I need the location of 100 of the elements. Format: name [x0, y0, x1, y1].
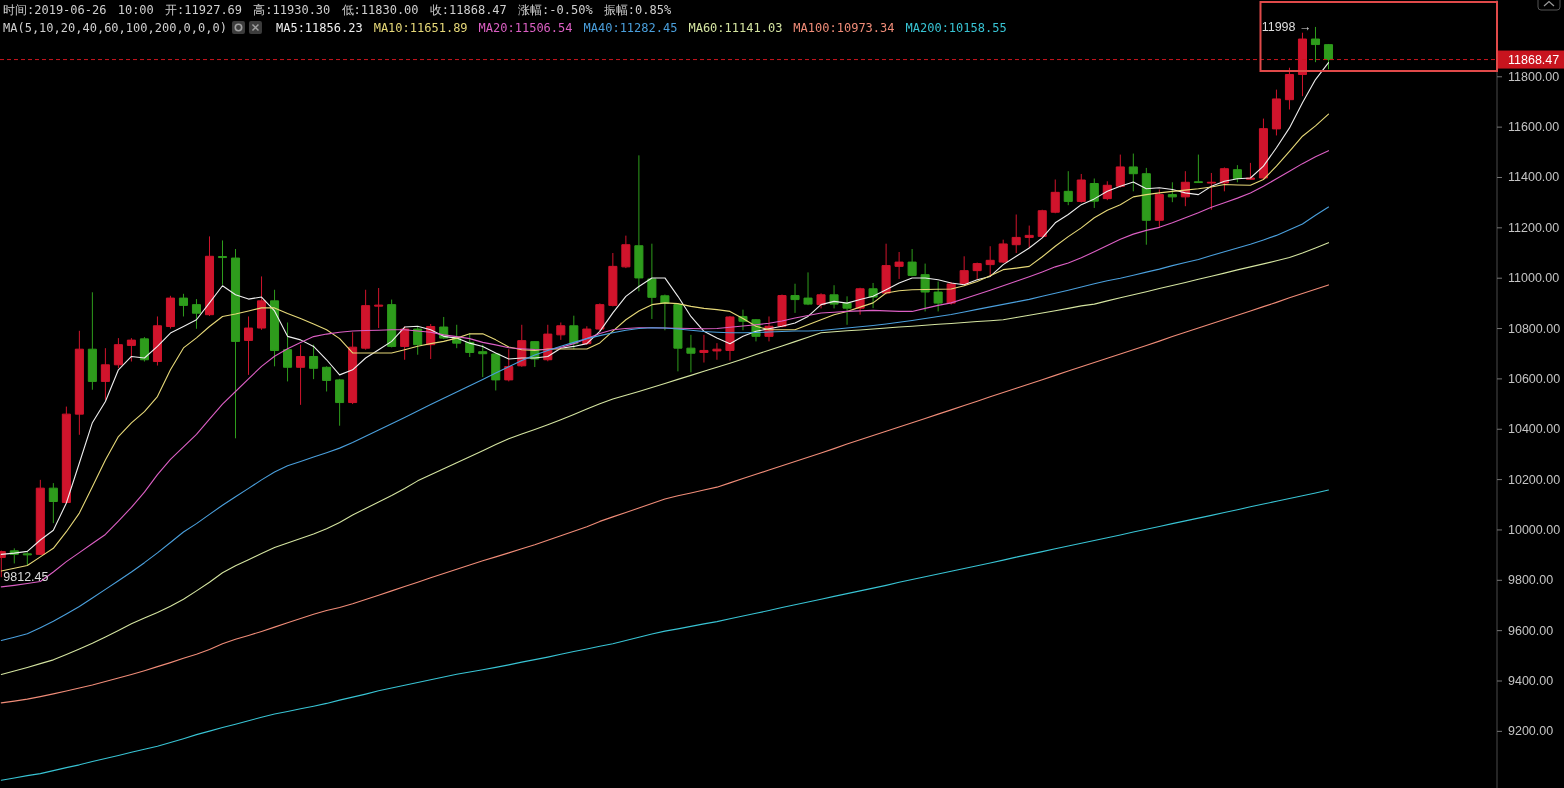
candlestick	[74, 330, 84, 436]
candlestick	[972, 262, 982, 280]
text: MA40:11282.45	[583, 21, 678, 35]
candlestick	[504, 348, 514, 382]
candlestick	[139, 336, 149, 363]
candlestick	[152, 315, 162, 367]
candlestick	[35, 479, 45, 556]
y-tick-label: 10000.00	[1508, 522, 1561, 537]
candlestick	[1323, 43, 1334, 70]
candlestick	[257, 275, 267, 331]
text: MA100:10973.34	[793, 21, 895, 35]
candlestick	[126, 337, 136, 363]
candlestick	[1076, 173, 1086, 204]
candlestick	[348, 331, 358, 405]
candlestick	[1037, 209, 1047, 239]
candlestick	[491, 352, 501, 391]
text: MA60:11141.03	[688, 21, 783, 35]
candlestick	[777, 294, 787, 328]
candlestick	[309, 344, 319, 380]
y-tick-label: 9600.00	[1508, 623, 1554, 638]
candlestick	[556, 322, 566, 341]
candlestick	[270, 289, 280, 367]
annotation: 11998 →	[1261, 19, 1312, 34]
candlestick	[322, 365, 332, 392]
candlestick	[100, 347, 110, 401]
candlestick	[673, 303, 683, 372]
candlestick	[1011, 214, 1021, 254]
candlestick	[660, 294, 670, 331]
candlestick	[933, 280, 943, 312]
candlestick	[87, 291, 97, 391]
candlestick	[283, 322, 293, 382]
candlestick	[243, 315, 254, 376]
text: MA5:11856.23	[275, 21, 363, 35]
candlestick	[1024, 225, 1034, 249]
y-tick-label: 10200.00	[1508, 472, 1561, 487]
y-tick-label: 10600.00	[1508, 371, 1561, 386]
candlestick	[1219, 166, 1229, 192]
candlestick	[178, 293, 188, 317]
y-tick-label: 9800.00	[1508, 573, 1554, 588]
candlestick	[686, 334, 696, 373]
candlestick	[1050, 179, 1060, 214]
candlestick	[217, 239, 228, 286]
candlestick	[1297, 32, 1308, 97]
text: MA(5,10,20,40,60,100,200,0,0,0)	[3, 21, 227, 35]
y-tick-label: 11600.00	[1508, 120, 1560, 135]
candlestick	[1089, 178, 1099, 209]
candlestick	[829, 284, 839, 309]
candlestick	[1141, 167, 1151, 246]
candlestick	[48, 482, 58, 524]
candlestick	[790, 283, 800, 314]
candlestick	[1258, 118, 1268, 180]
candlestick	[1115, 154, 1125, 189]
candlestick	[608, 252, 618, 307]
ref-line-label: 11868.47	[1508, 52, 1560, 67]
candlestick	[907, 248, 917, 277]
candlestick	[1063, 170, 1073, 206]
candlestick	[1154, 189, 1164, 229]
candlestick	[712, 342, 722, 361]
candlestick	[113, 337, 123, 369]
y-tick-label: 9400.00	[1508, 674, 1554, 688]
candlestick	[165, 295, 175, 330]
candlestick	[1206, 172, 1216, 211]
candlestick	[816, 292, 826, 309]
line-series	[0, 284, 1330, 704]
candlestick	[634, 154, 644, 292]
text: MA20:11506.54	[478, 21, 573, 35]
candlestick	[595, 302, 605, 332]
y-tick-label: 9200.00	[1508, 724, 1554, 739]
candlestick	[699, 334, 709, 364]
candlestick	[1128, 153, 1138, 192]
candlestick	[647, 243, 657, 320]
candlestick	[22, 551, 32, 566]
candlestick	[998, 239, 1008, 264]
candlestick	[985, 245, 995, 277]
candlestick	[621, 235, 631, 269]
text: MA10:11651.89	[373, 21, 468, 35]
text: MA200:10158.55	[905, 21, 1007, 35]
candlestick	[204, 235, 215, 317]
candlestick	[400, 325, 410, 361]
candlestick	[1284, 67, 1294, 111]
candlestick	[413, 325, 423, 356]
y-tick-label: 11200.00	[1508, 220, 1560, 235]
candlestick	[478, 344, 488, 378]
candlestick	[61, 406, 71, 505]
candlestick	[374, 287, 384, 329]
candlestick	[1232, 164, 1242, 183]
candlestick	[803, 271, 813, 306]
y-tick-label: 10800.00	[1508, 321, 1561, 336]
candlestick	[230, 248, 241, 439]
candlestick	[894, 251, 904, 280]
candlestick	[842, 295, 852, 326]
candlestick	[361, 289, 371, 351]
line-series	[0, 489, 1330, 781]
candlestick	[959, 255, 969, 286]
candlestick	[1193, 154, 1203, 184]
candlestick	[191, 298, 202, 330]
y-tick-label: 10400.00	[1508, 422, 1561, 437]
candlestick	[296, 344, 306, 406]
candlestick	[335, 378, 345, 427]
candlestick	[387, 299, 397, 348]
